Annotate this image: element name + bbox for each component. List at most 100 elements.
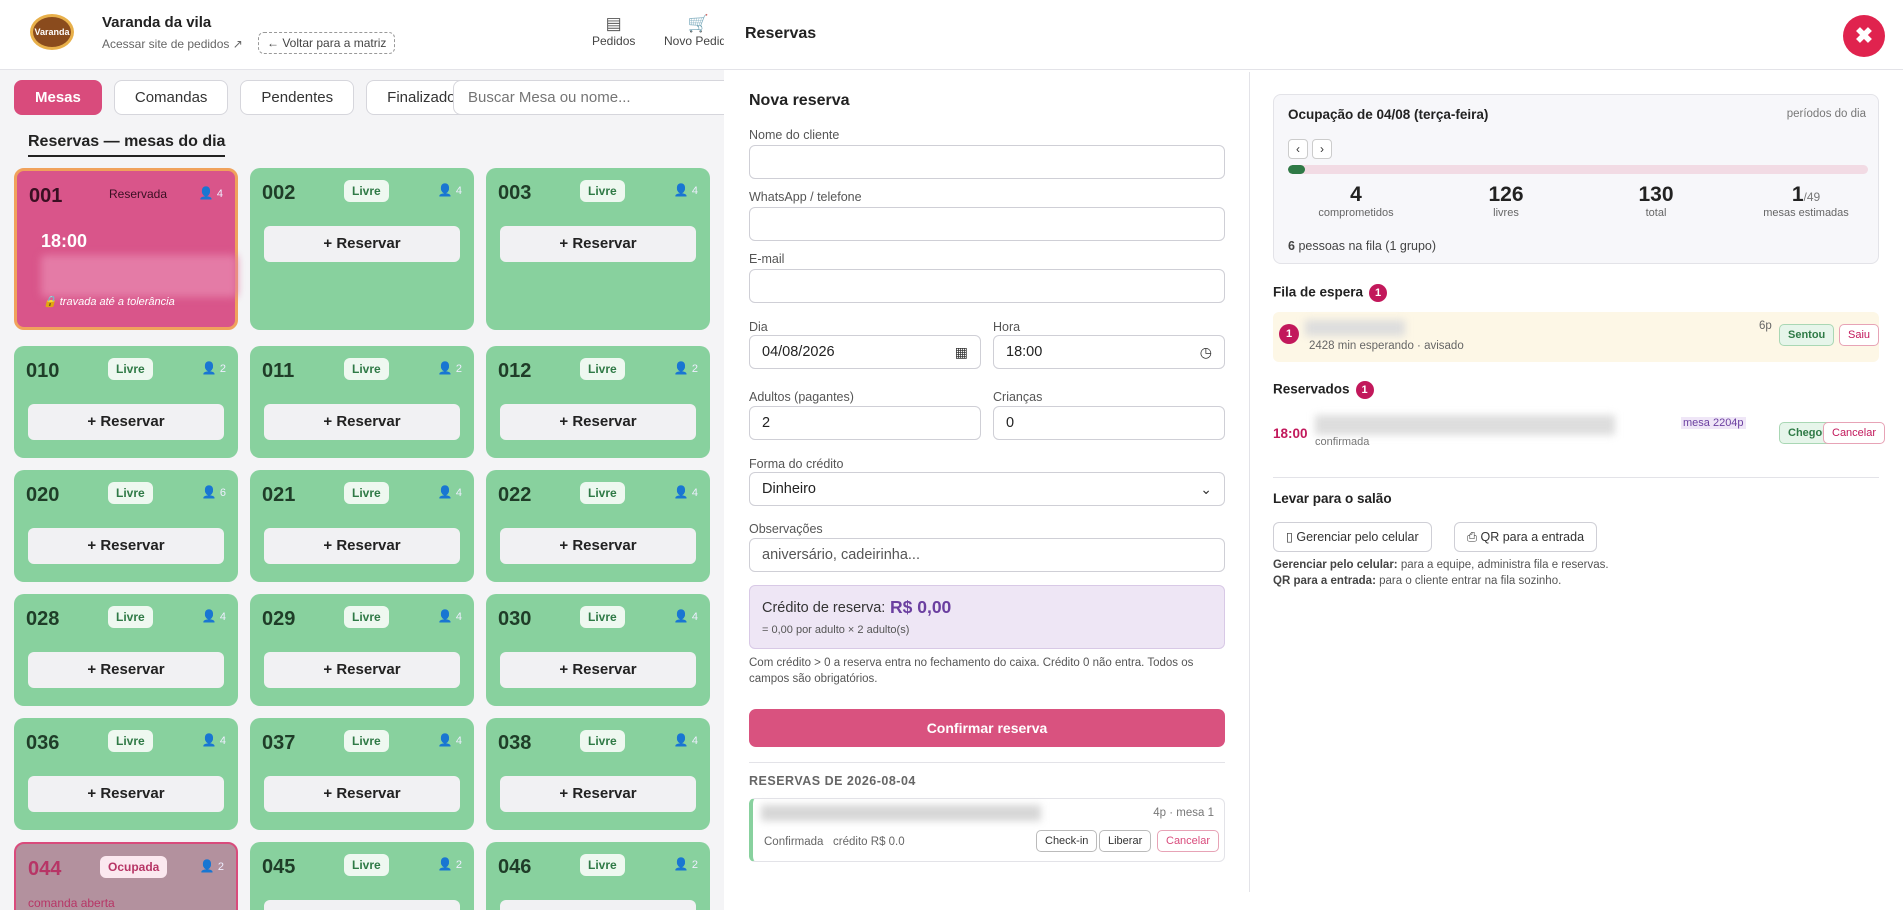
qr-entrance-button[interactable]: ⎙ QR para a entrada [1454, 522, 1598, 552]
table-capacity-value: 4 [455, 487, 462, 499]
clock-icon[interactable]: ◷ [1199, 344, 1212, 360]
table-card[interactable]: 011 Livre 👤 2 + Reservar [250, 346, 474, 458]
checkin-button[interactable]: Check-in [1036, 830, 1098, 852]
release-button[interactable]: Liberar [1099, 830, 1152, 852]
table-card[interactable]: 030 Livre 👤 4 + Reservar [486, 594, 710, 706]
stat-free-label: livres [1493, 207, 1519, 219]
reserved-table: mesa 2204p [1681, 417, 1746, 429]
qr-note: QR para a entrada: para o cliente entrar… [1273, 575, 1561, 587]
person-icon: 👤 [201, 733, 220, 747]
person-icon: 👤 [437, 609, 456, 623]
nav-new-order[interactable]: 🛒 Novo Pedido [664, 14, 733, 48]
periods-link[interactable]: períodos do dia [1786, 108, 1866, 120]
table-number: 046 [498, 856, 532, 878]
search-input[interactable] [453, 80, 753, 115]
nav-orders[interactable]: ▤ Pedidos [592, 14, 635, 48]
reserved-title: Reservados 1 [1273, 381, 1374, 399]
table-number: 020 [26, 484, 60, 506]
kids-label: Crianças [993, 390, 1043, 404]
close-icon[interactable]: ✖ [1843, 15, 1885, 57]
day-field[interactable]: 04/08/2026 ▦ [749, 335, 981, 369]
table-status-badge: Livre [344, 358, 389, 380]
reserve-button[interactable]: + Reservar [264, 528, 460, 564]
reserve-button[interactable]: + Reservar [264, 652, 460, 688]
obs-field[interactable]: aniversário, cadeirinha... [749, 538, 1225, 572]
reserved-cancel-button[interactable]: Cancelar [1823, 422, 1886, 444]
cancel-reservation-button[interactable]: Cancelar [1157, 830, 1220, 852]
calendar-icon[interactable]: ▦ [954, 344, 968, 360]
table-number: 010 [26, 360, 60, 382]
table-card[interactable]: 037 Livre 👤 4 + Reservar [250, 718, 474, 830]
adults-value: 2 [762, 415, 771, 431]
store-site-link[interactable]: Acessar site de pedidos ↗ [102, 37, 243, 51]
reserve-button[interactable]: + Reservar [500, 652, 696, 688]
waitlist-wait-time: 2428 min esperando · avisado [1309, 340, 1464, 352]
stat-total: 130 total [1596, 183, 1716, 219]
tab-mesas[interactable]: Mesas [14, 80, 102, 115]
email-field[interactable] [749, 269, 1225, 303]
table-card[interactable]: 022 Livre 👤 4 + Reservar [486, 470, 710, 582]
back-to-matrix-button[interactable]: ← Voltar para a matriz [258, 32, 396, 54]
tab-pendentes[interactable]: Pendentes [240, 80, 355, 115]
table-capacity: 👤 2 [674, 361, 698, 375]
reserve-button[interactable]: + Reservar [500, 226, 696, 262]
table-card[interactable]: 029 Livre 👤 4 + Reservar [250, 594, 474, 706]
table-card[interactable]: 028 Livre 👤 4 + Reservar [14, 594, 238, 706]
table-card[interactable]: 002 Livre 👤 4 + Reservar [250, 168, 474, 330]
reserve-button[interactable]: + Reservar [500, 404, 696, 440]
reserve-button[interactable]: + Reservar [28, 528, 224, 564]
tab-comandas[interactable]: Comandas [113, 80, 229, 115]
hour-field[interactable]: 18:00 ◷ [993, 335, 1225, 369]
table-card[interactable]: 021 Livre 👤 4 + Reservar [250, 470, 474, 582]
table-card[interactable]: 001 Reservada 👤 4 18:00 🔒 travada até a tole… [14, 168, 238, 330]
left-button[interactable]: Saiu [1839, 324, 1880, 346]
person-icon: 👤 [437, 183, 456, 197]
reserve-button[interactable]: + Reservar [500, 776, 696, 812]
person-icon: 👤 [437, 361, 456, 375]
waitlist-title-text: Fila de espera [1273, 284, 1364, 300]
floor-title: Levar para o salão [1273, 491, 1392, 506]
table-card[interactable]: 038 Livre 👤 4 + Reservar [486, 718, 710, 830]
credit-summary-value: R$ 0,00 [890, 597, 952, 617]
reserve-button[interactable]: + Reservar [28, 404, 224, 440]
table-card[interactable]: 045 Livre 👤 2 + Reservar [250, 842, 474, 910]
panel-divider [1249, 72, 1250, 892]
table-capacity: 👤 4 [674, 183, 698, 197]
reserve-button[interactable]: + Reservar [264, 776, 460, 812]
reserve-button[interactable]: + Reservar [264, 226, 460, 262]
reserve-button[interactable]: + Reservar [28, 652, 224, 688]
stat-total-label: total [1645, 207, 1667, 219]
adults-field[interactable]: 2 [749, 406, 981, 440]
prev-day-button[interactable]: ‹ [1288, 139, 1308, 159]
person-icon: 👤 [437, 733, 456, 747]
reserve-button[interactable]: + Reservar [28, 776, 224, 812]
table-status-badge: Livre [108, 482, 153, 504]
manage-mobile-button[interactable]: ▯ Gerenciar pelo celular [1273, 522, 1432, 552]
next-day-button[interactable]: › [1312, 139, 1332, 159]
table-card[interactable]: 012 Livre 👤 2 + Reservar [486, 346, 710, 458]
kids-field[interactable]: 0 [993, 406, 1225, 440]
store-logo: Varanda [30, 14, 74, 50]
name-field[interactable] [749, 145, 1225, 179]
reserve-button[interactable]: + Reservar [500, 528, 696, 564]
table-card[interactable]: 010 Livre 👤 2 + Reservar [14, 346, 238, 458]
reserved-time: 18:00 [1273, 426, 1308, 441]
table-capacity: 👤 6 [202, 485, 226, 499]
table-capacity-value: 4 [455, 611, 462, 623]
table-card[interactable]: 003 Livre 👤 4 + Reservar [486, 168, 710, 330]
table-card[interactable]: 046 Livre 👤 2 + Reservar [486, 842, 710, 910]
reserve-button[interactable]: + Reservar [500, 900, 696, 910]
confirm-reservation-button[interactable]: Confirmar reserva [749, 709, 1225, 747]
seated-button[interactable]: Sentou [1779, 324, 1835, 346]
phone-label: WhatsApp / telefone [749, 190, 862, 204]
table-card[interactable]: 044 Ocupada 👤 2 comanda aberta [14, 842, 238, 910]
table-number: 022 [498, 484, 532, 506]
stat-committed: 4 comprometidos [1296, 183, 1416, 219]
person-icon: 👤 [673, 485, 692, 499]
table-card[interactable]: 020 Livre 👤 6 + Reservar [14, 470, 238, 582]
phone-field[interactable] [749, 207, 1225, 241]
reserve-button[interactable]: + Reservar [264, 900, 460, 910]
reserve-button[interactable]: + Reservar [264, 404, 460, 440]
table-card[interactable]: 036 Livre 👤 4 + Reservar [14, 718, 238, 830]
credit-method-select[interactable]: Dinheiro ⌄ [749, 472, 1225, 506]
